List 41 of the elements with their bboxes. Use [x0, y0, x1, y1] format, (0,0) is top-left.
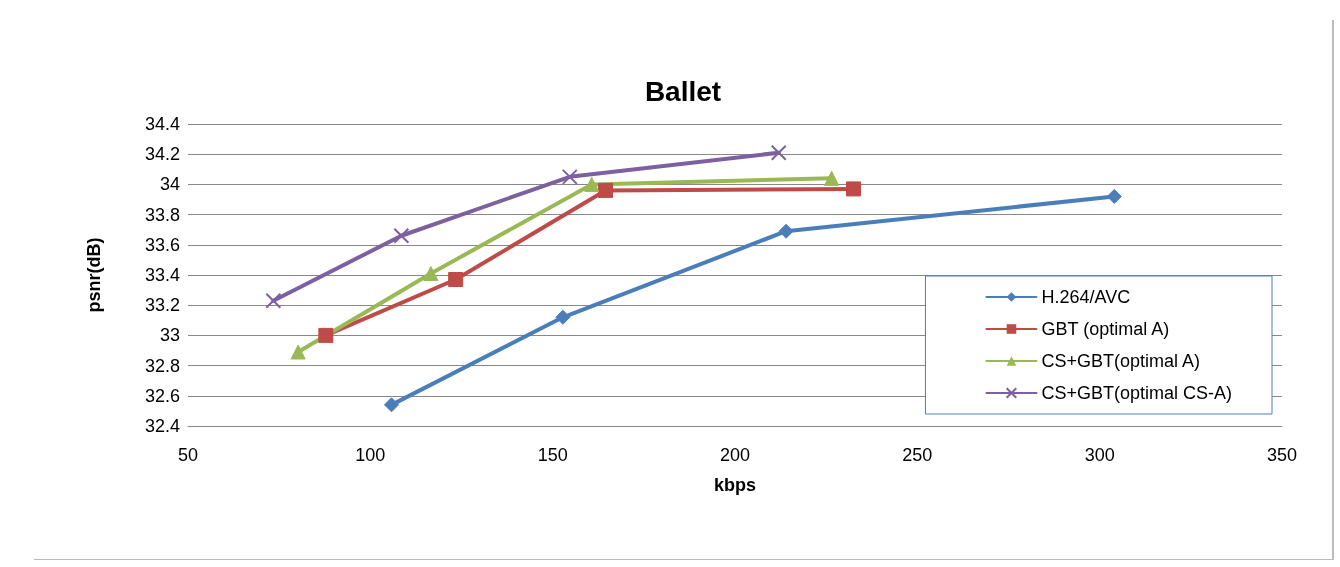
point — [555, 309, 571, 325]
y-tick-label: 33 — [159, 325, 180, 346]
point — [318, 327, 334, 343]
point — [846, 181, 862, 197]
x-axis-title: kbps — [713, 475, 757, 495]
chart-title: Ballet — [644, 75, 722, 107]
x-tick-label: 300 — [1084, 445, 1115, 465]
x-tick-label: 50 — [177, 445, 199, 465]
point — [448, 272, 464, 288]
y-tick-label: 33.4 — [144, 265, 180, 285]
point — [1106, 188, 1122, 204]
x-tick-label: 200 — [719, 445, 751, 465]
point — [383, 397, 399, 413]
y-tick-label: 33.8 — [144, 204, 180, 225]
y-tick-label: 33.2 — [144, 295, 180, 316]
point — [778, 223, 794, 239]
x-tick-label: 350 — [1266, 445, 1298, 465]
point — [561, 168, 578, 185]
point — [598, 182, 614, 198]
point — [265, 292, 282, 309]
point — [584, 176, 600, 192]
y-tick-label: 34.2 — [144, 144, 180, 165]
point — [824, 170, 840, 186]
point — [770, 144, 787, 161]
x-tick-label: 150 — [537, 445, 568, 465]
legend-label: GBT (optimal A) — [1041, 319, 1170, 339]
point — [423, 265, 439, 281]
y-tick-label: 34.4 — [144, 114, 180, 134]
y-tick-label: 34 — [159, 174, 180, 195]
y-tick-label: 32.6 — [144, 385, 180, 406]
legend-label: CS+GBT(optimal A) — [1041, 351, 1201, 371]
x-tick-label: 250 — [902, 445, 933, 465]
point — [290, 344, 306, 360]
y-tick-label: 32.4 — [144, 416, 180, 436]
x-tick-label: 100 — [355, 445, 386, 465]
legend-label: CS+GBT(optimal CS-A) — [1041, 383, 1233, 403]
y-axis-title: psnr(dB) — [84, 237, 104, 313]
y-tick-label: 32.8 — [144, 355, 180, 376]
y-tick-label: 33.6 — [144, 234, 180, 255]
point — [393, 227, 410, 244]
legend-label: H.264/AVC — [1041, 287, 1131, 307]
